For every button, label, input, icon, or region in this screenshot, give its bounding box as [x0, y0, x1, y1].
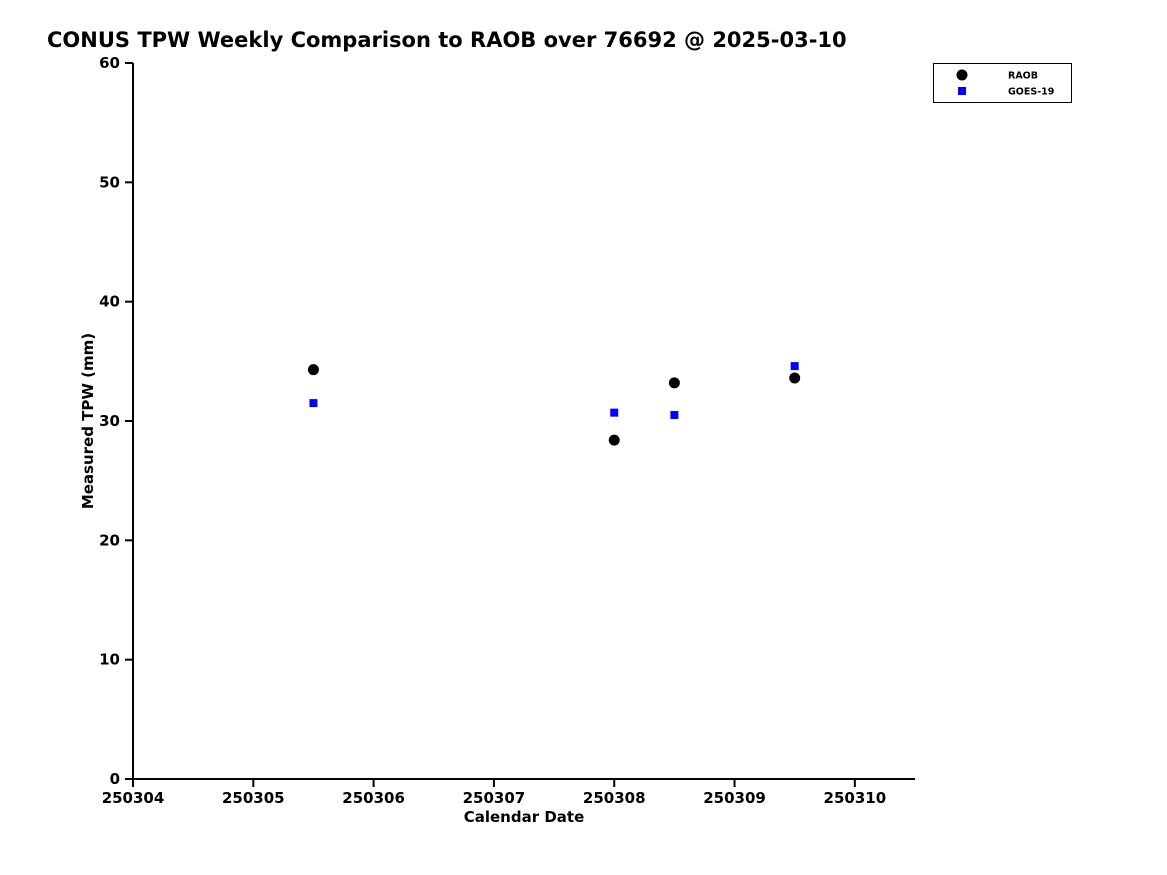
x-tick-label: 250306: [342, 789, 405, 807]
x-tick-label: 250304: [102, 789, 165, 807]
legend-marker-raob: [956, 69, 968, 81]
data-point-goes-19: [790, 362, 799, 371]
y-axis-label: Measured TPW (mm): [79, 333, 97, 509]
y-tick-label: 10: [99, 651, 120, 669]
data-point-goes-19: [610, 408, 619, 417]
y-tick-label: 40: [99, 293, 120, 311]
x-tick-label: 250308: [583, 789, 646, 807]
legend-marker-goes-19: [958, 87, 966, 95]
data-point-raob: [307, 364, 319, 376]
y-tick-label: 60: [99, 54, 120, 72]
axes: [132, 63, 915, 780]
data-point-raob: [668, 377, 680, 389]
legend-box: [933, 63, 1072, 103]
legend-label-raob: RAOB: [1008, 71, 1038, 82]
x-tick-label: 250305: [222, 789, 285, 807]
data-point-goes-19: [670, 411, 679, 420]
y-tick-label: 20: [99, 531, 120, 549]
y-tick-label: 0: [110, 770, 120, 788]
x-tick-label: 250310: [824, 789, 887, 807]
y-tick-label: 50: [99, 173, 120, 191]
data-point-raob: [789, 372, 801, 384]
x-tick-label: 250307: [463, 789, 526, 807]
x-tick-label: 250309: [703, 789, 766, 807]
data-point-raob: [608, 434, 620, 446]
legend-label-goes-19: GOES-19: [1008, 87, 1054, 98]
legend: RAOB GOES-19: [933, 63, 1072, 103]
data-point-goes-19: [309, 399, 318, 408]
y-tick-label: 30: [99, 412, 120, 430]
chart-title: CONUS TPW Weekly Comparison to RAOB over…: [47, 28, 847, 52]
x-axis-label: Calendar Date: [464, 808, 585, 826]
